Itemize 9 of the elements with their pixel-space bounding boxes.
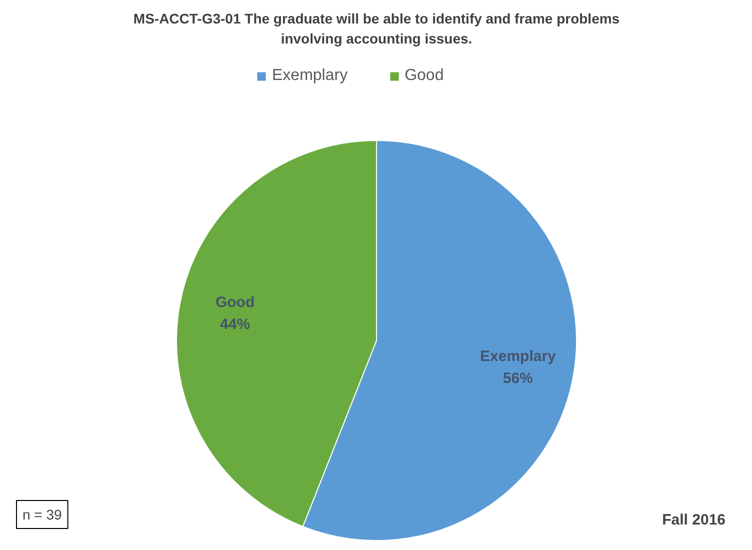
- slice-label: Exemplary: [480, 348, 557, 365]
- legend-label: Good: [404, 67, 444, 85]
- text: n = 39: [22, 506, 62, 522]
- slice-label: Good: [215, 294, 255, 311]
- chart-title: MS-ACCT-G3-01 The graduate will be able to identify and frame problems involving accounting issues.: [133, 10, 620, 46]
- data-label: 56%: [502, 370, 533, 388]
- legend-label: Exemplary: [272, 67, 348, 85]
- text: Fall 2016: [662, 512, 726, 528]
- data-label: 44%: [220, 316, 250, 334]
